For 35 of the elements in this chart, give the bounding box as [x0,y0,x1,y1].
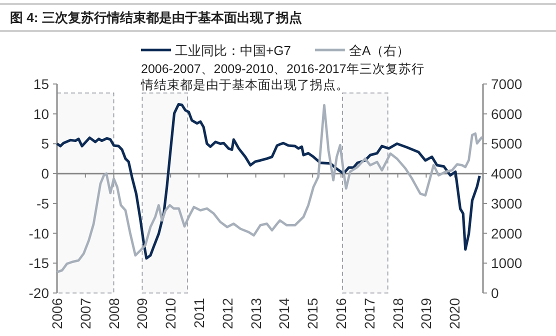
y2-tick-label: 7000 [491,76,522,92]
annotation: 2006-2007、2009-2010、2016-2017年三次复苏行情结束都是由于基本面出现了拐点。 [140,62,424,92]
chart-title: 图 4: 三次复苏行情结束都是由于基本面出现了拐点 [10,10,302,25]
y2-tick-label: 0 [491,285,499,301]
x-tick-label: 2008 [106,298,122,330]
y2-tick-label: 6000 [491,106,522,122]
legend-label: 全A（右） [348,43,410,58]
x-tick-label: 2020 [446,298,463,330]
x-tick-label: 2006 [49,298,65,330]
legend-label: 工业同比：中国+G7 [175,43,291,58]
y-tick-label: -15 [28,255,50,272]
y-tick-label: -20 [28,285,50,301]
y2-tick-label: 3000 [491,195,522,212]
x-tick-label: 2010 [162,298,179,330]
x-tick-label: 2012 [219,298,236,330]
x-tick-label: 2011 [191,298,207,328]
x-tick-label: 2014 [276,298,292,330]
y2-tick-label: 2000 [491,225,522,242]
x-tick-label: 2019 [418,298,434,330]
x-tick-label: 2009 [134,298,150,330]
y-tick-label: 10 [33,106,50,122]
y2-tick-label: 4000 [491,166,522,182]
y2-tick-label: 1000 [491,255,522,272]
x-tick-label: 2016 [333,298,349,330]
y-tick-label: -5 [36,195,50,212]
x-tick-label: 2015 [304,298,321,330]
x-tick-label: 2007 [77,298,94,330]
y-tick-label: 15 [33,76,50,92]
y2-tick-label: 5000 [491,136,522,152]
y-tick-label: -10 [28,225,50,242]
y-tick-label: 5 [41,136,50,152]
x-tick-label: 2013 [248,298,264,330]
x-tick-label: 2018 [390,298,406,330]
x-tick-label: 2017 [361,298,378,330]
y-tick-label: 0 [41,166,50,182]
